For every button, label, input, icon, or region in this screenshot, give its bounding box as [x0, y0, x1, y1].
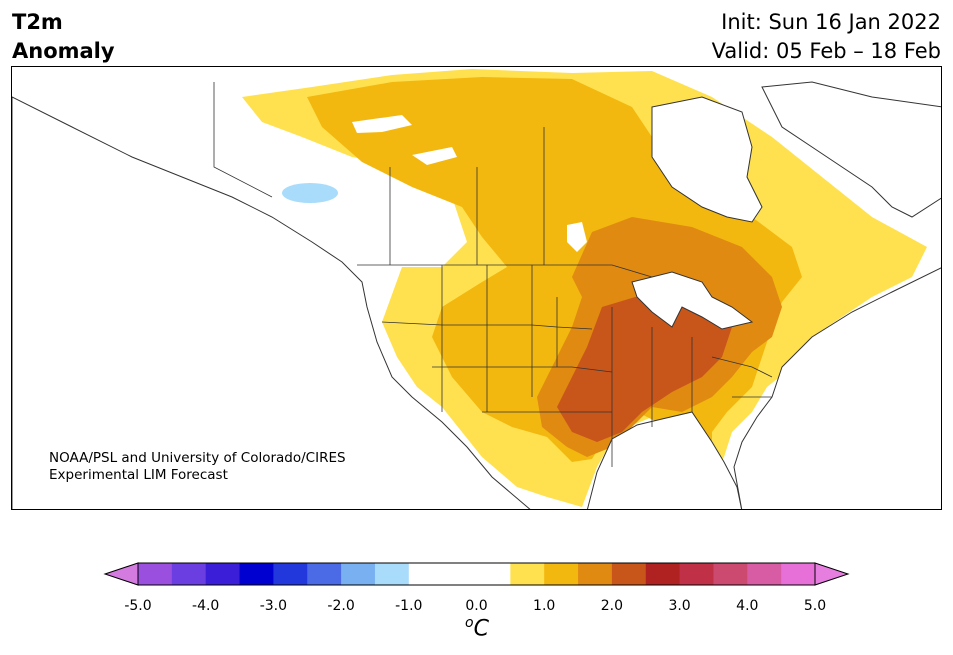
colorbar-bin [273, 563, 308, 585]
colorbar-tick-label: -5.0 [124, 598, 152, 614]
anomaly-map-svg [12, 69, 941, 509]
lake-patch [412, 147, 457, 165]
colorbar-bin [578, 563, 613, 585]
colorbar-bin [307, 563, 342, 585]
colorbar-tick-label: -3.0 [259, 598, 288, 614]
anomaly-region-brown [557, 292, 732, 442]
colorbar-tick-label: 4.0 [736, 598, 759, 614]
colorbar-bin [408, 563, 511, 585]
colorbar-outline [137, 562, 816, 586]
colorbar-bin [544, 563, 579, 585]
colorbar-tick-label: -2.0 [327, 598, 355, 614]
colorbar-unit: oC [465, 615, 489, 642]
anomaly-region-lightblue [282, 183, 338, 203]
colorbar-tick-label: -4.0 [192, 598, 220, 614]
anomaly-map [11, 66, 942, 510]
colorbar-tick-label: 0.0 [465, 598, 488, 614]
atlantic-south [733, 267, 941, 509]
colorbar-tick-label: 2.0 [600, 598, 624, 614]
colorbar-bin [341, 563, 376, 585]
colorbar-tick-label: -1.0 [395, 598, 423, 614]
colorbar-bin [205, 563, 241, 585]
colorbar-bin [781, 563, 816, 585]
title-line-type: Anomaly [12, 39, 115, 63]
colorbar-bin [713, 563, 748, 585]
lake-patch [352, 115, 412, 133]
colorbar-tick-label: 3.0 [668, 598, 691, 614]
forecast-dates: Init: Sun 16 Jan 2022 Valid: 05 Feb – 18… [712, 8, 941, 66]
colorbar-over-arrow [814, 562, 850, 586]
colorbar-tick-label: 5.0 [803, 598, 827, 614]
valid-range: Valid: 05 Feb – 18 Feb [711, 39, 941, 63]
colorbar-bins [138, 563, 816, 585]
colorbar-bin [679, 563, 714, 585]
colorbar-bin [510, 563, 545, 585]
credit-line-product: Experimental LIM Forecast [49, 467, 228, 483]
colorbar-tick-label: 1.0 [533, 598, 556, 614]
political-boundaries [213, 82, 773, 467]
hudson-bay [651, 96, 763, 223]
colorbar-bin [138, 563, 173, 585]
colorbar-bin [611, 563, 647, 585]
colorbar-bin [645, 563, 681, 585]
atlantic-north [761, 81, 941, 218]
colorbar-under-arrow [103, 562, 139, 586]
colorbar-bin [747, 563, 782, 585]
lake-patch [567, 222, 587, 252]
colorbar [103, 562, 850, 586]
colorbar-bin [374, 563, 410, 585]
title-line-variable: T2m [12, 10, 63, 34]
colorbar-bin [171, 563, 207, 585]
credit-text: NOAA/PSL and University of Colorado/CIRE… [49, 450, 346, 484]
credit-line-org: NOAA/PSL and University of Colorado/CIRE… [49, 450, 346, 466]
colorbar-bin [239, 563, 274, 585]
init-date: Init: Sun 16 Jan 2022 [721, 10, 941, 34]
map-title: T2m Anomaly [12, 8, 115, 66]
pacific-ocean [12, 96, 531, 509]
great-lakes [631, 271, 754, 330]
